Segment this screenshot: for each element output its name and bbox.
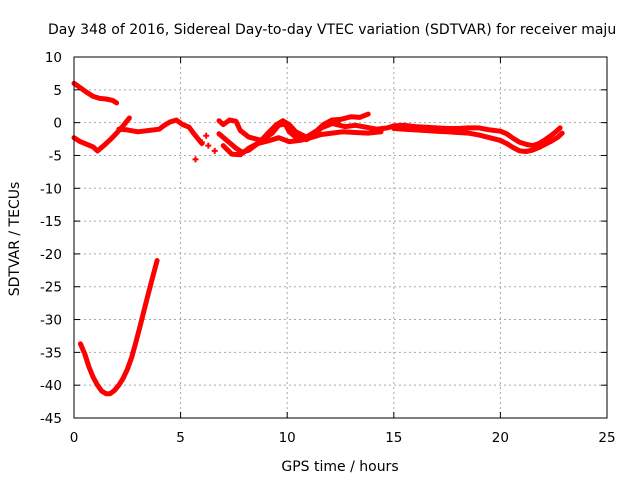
y-tick-label: -15 <box>40 214 62 230</box>
series-trace <box>71 115 132 154</box>
series-trace <box>77 258 160 397</box>
y-tick-label: -45 <box>40 411 62 427</box>
series-afternoon-track-d <box>331 121 397 132</box>
series-trace <box>220 129 384 158</box>
y-tick-label: -20 <box>40 247 62 263</box>
y-axis-label: SDTVAR / TECUs <box>7 182 23 297</box>
data-point <box>192 156 199 163</box>
series-early-high-track <box>71 80 120 106</box>
y-tick-label: -30 <box>40 313 62 329</box>
x-tick-label: 5 <box>176 430 185 446</box>
x-tick-label: 10 <box>279 430 296 446</box>
y-tick-label: -35 <box>40 345 62 361</box>
series-trace <box>71 80 120 106</box>
series-layer <box>71 80 565 397</box>
y-tick-label: -10 <box>40 181 62 197</box>
series-morning-dip <box>77 258 160 397</box>
axes-layer: 0 5 10 15 20 25 10 5 0 -5 -10 -15 -20 -25 -30 -35 -40 -45 <box>40 50 616 446</box>
plot-frame <box>73 56 608 419</box>
data-point <box>198 139 205 146</box>
series-evening-track-upper <box>391 122 563 149</box>
x-axis-label: GPS time / hours <box>281 459 398 475</box>
y-tick-label: 5 <box>53 83 62 99</box>
x-tick-label: 25 <box>598 430 615 446</box>
series-evening-track-lower <box>391 126 565 154</box>
series-trace <box>116 117 205 147</box>
x-tick-label: 15 <box>385 430 402 446</box>
x-tick-label: 0 <box>70 430 79 446</box>
y-tick-label: 0 <box>53 116 62 132</box>
series-trace <box>331 121 397 132</box>
x-tick-label: 20 <box>492 430 509 446</box>
series-trace <box>391 126 565 154</box>
y-tick-label: 10 <box>45 50 62 66</box>
chart-title: Day 348 of 2016, Sidereal Day-to-day VTE… <box>48 22 616 38</box>
data-point <box>205 142 212 149</box>
series-trace <box>391 122 563 149</box>
y-tick-label: -5 <box>49 148 62 164</box>
y-tick-label: -25 <box>40 280 62 296</box>
data-point <box>211 147 218 154</box>
series-isolated-points <box>192 132 218 163</box>
y-tick-label: -40 <box>40 378 62 394</box>
series-early-low-track <box>71 115 132 154</box>
series-afternoon-track-c <box>220 129 384 158</box>
data-point <box>203 132 210 139</box>
series-midday-track <box>116 117 205 147</box>
grid-layer <box>74 57 607 418</box>
